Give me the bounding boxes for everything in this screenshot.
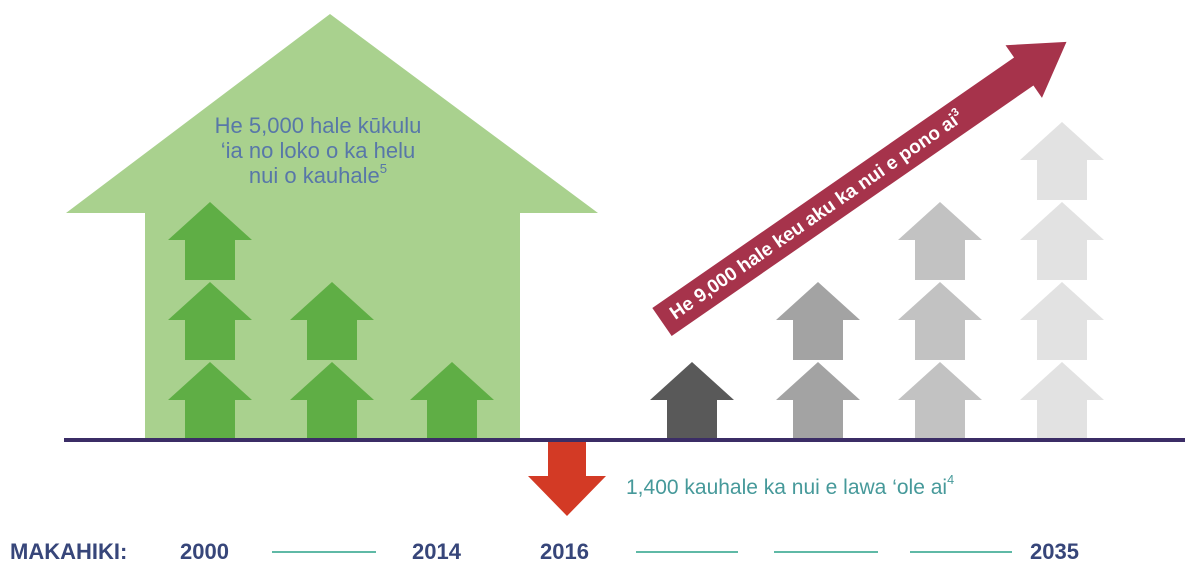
house-icon: [650, 362, 734, 440]
built-text: He 5,000 hale kūkulu ‘ia no loko o ka he…: [215, 113, 422, 188]
year: 2014: [412, 539, 462, 564]
house-icon: [898, 362, 982, 440]
house-icon: [1020, 362, 1104, 440]
house-icon: [410, 362, 494, 440]
year: 2000: [180, 539, 229, 564]
shortfall-note: 4: [947, 473, 954, 487]
house-icon: [168, 362, 252, 440]
built-line: nui o kauhale5: [249, 161, 387, 188]
built-line: ‘ia no loko o ka helu: [221, 138, 415, 163]
timeline: MAKAHIKI: 2000 2014 2016 2035: [10, 539, 1079, 564]
house-icon: [290, 282, 374, 360]
house-icon: [168, 282, 252, 360]
year: 2016: [540, 539, 589, 564]
timeline-label: MAKAHIKI:: [10, 539, 127, 564]
shortfall-arrow: [528, 442, 606, 516]
house-icon: [1020, 202, 1104, 280]
house-icon: [898, 202, 982, 280]
shortfall-text: 1,400 kauhale ka nui e lawa ‘ole ai4: [626, 473, 954, 498]
house-icon: [168, 202, 252, 280]
shortfall-label: 1,400 kauhale ka nui e lawa ‘ole ai: [626, 476, 947, 499]
house-icon: [1020, 122, 1104, 200]
house-icon: [290, 362, 374, 440]
house-icon: [898, 282, 982, 360]
year: 2035: [1030, 539, 1079, 564]
house-icon: [776, 282, 860, 360]
built-note: 5: [380, 161, 387, 176]
needed-arrow-group: He 9,000 hale keu aku ka nui e pono ai3: [652, 41, 1067, 336]
built-line: He 5,000 hale kūkulu: [215, 113, 422, 138]
houses: [168, 122, 1104, 440]
needed-arrow: [652, 41, 1067, 336]
house-icon: [776, 362, 860, 440]
built-line-text: nui o kauhale: [249, 163, 380, 188]
house-icon: [1020, 282, 1104, 360]
